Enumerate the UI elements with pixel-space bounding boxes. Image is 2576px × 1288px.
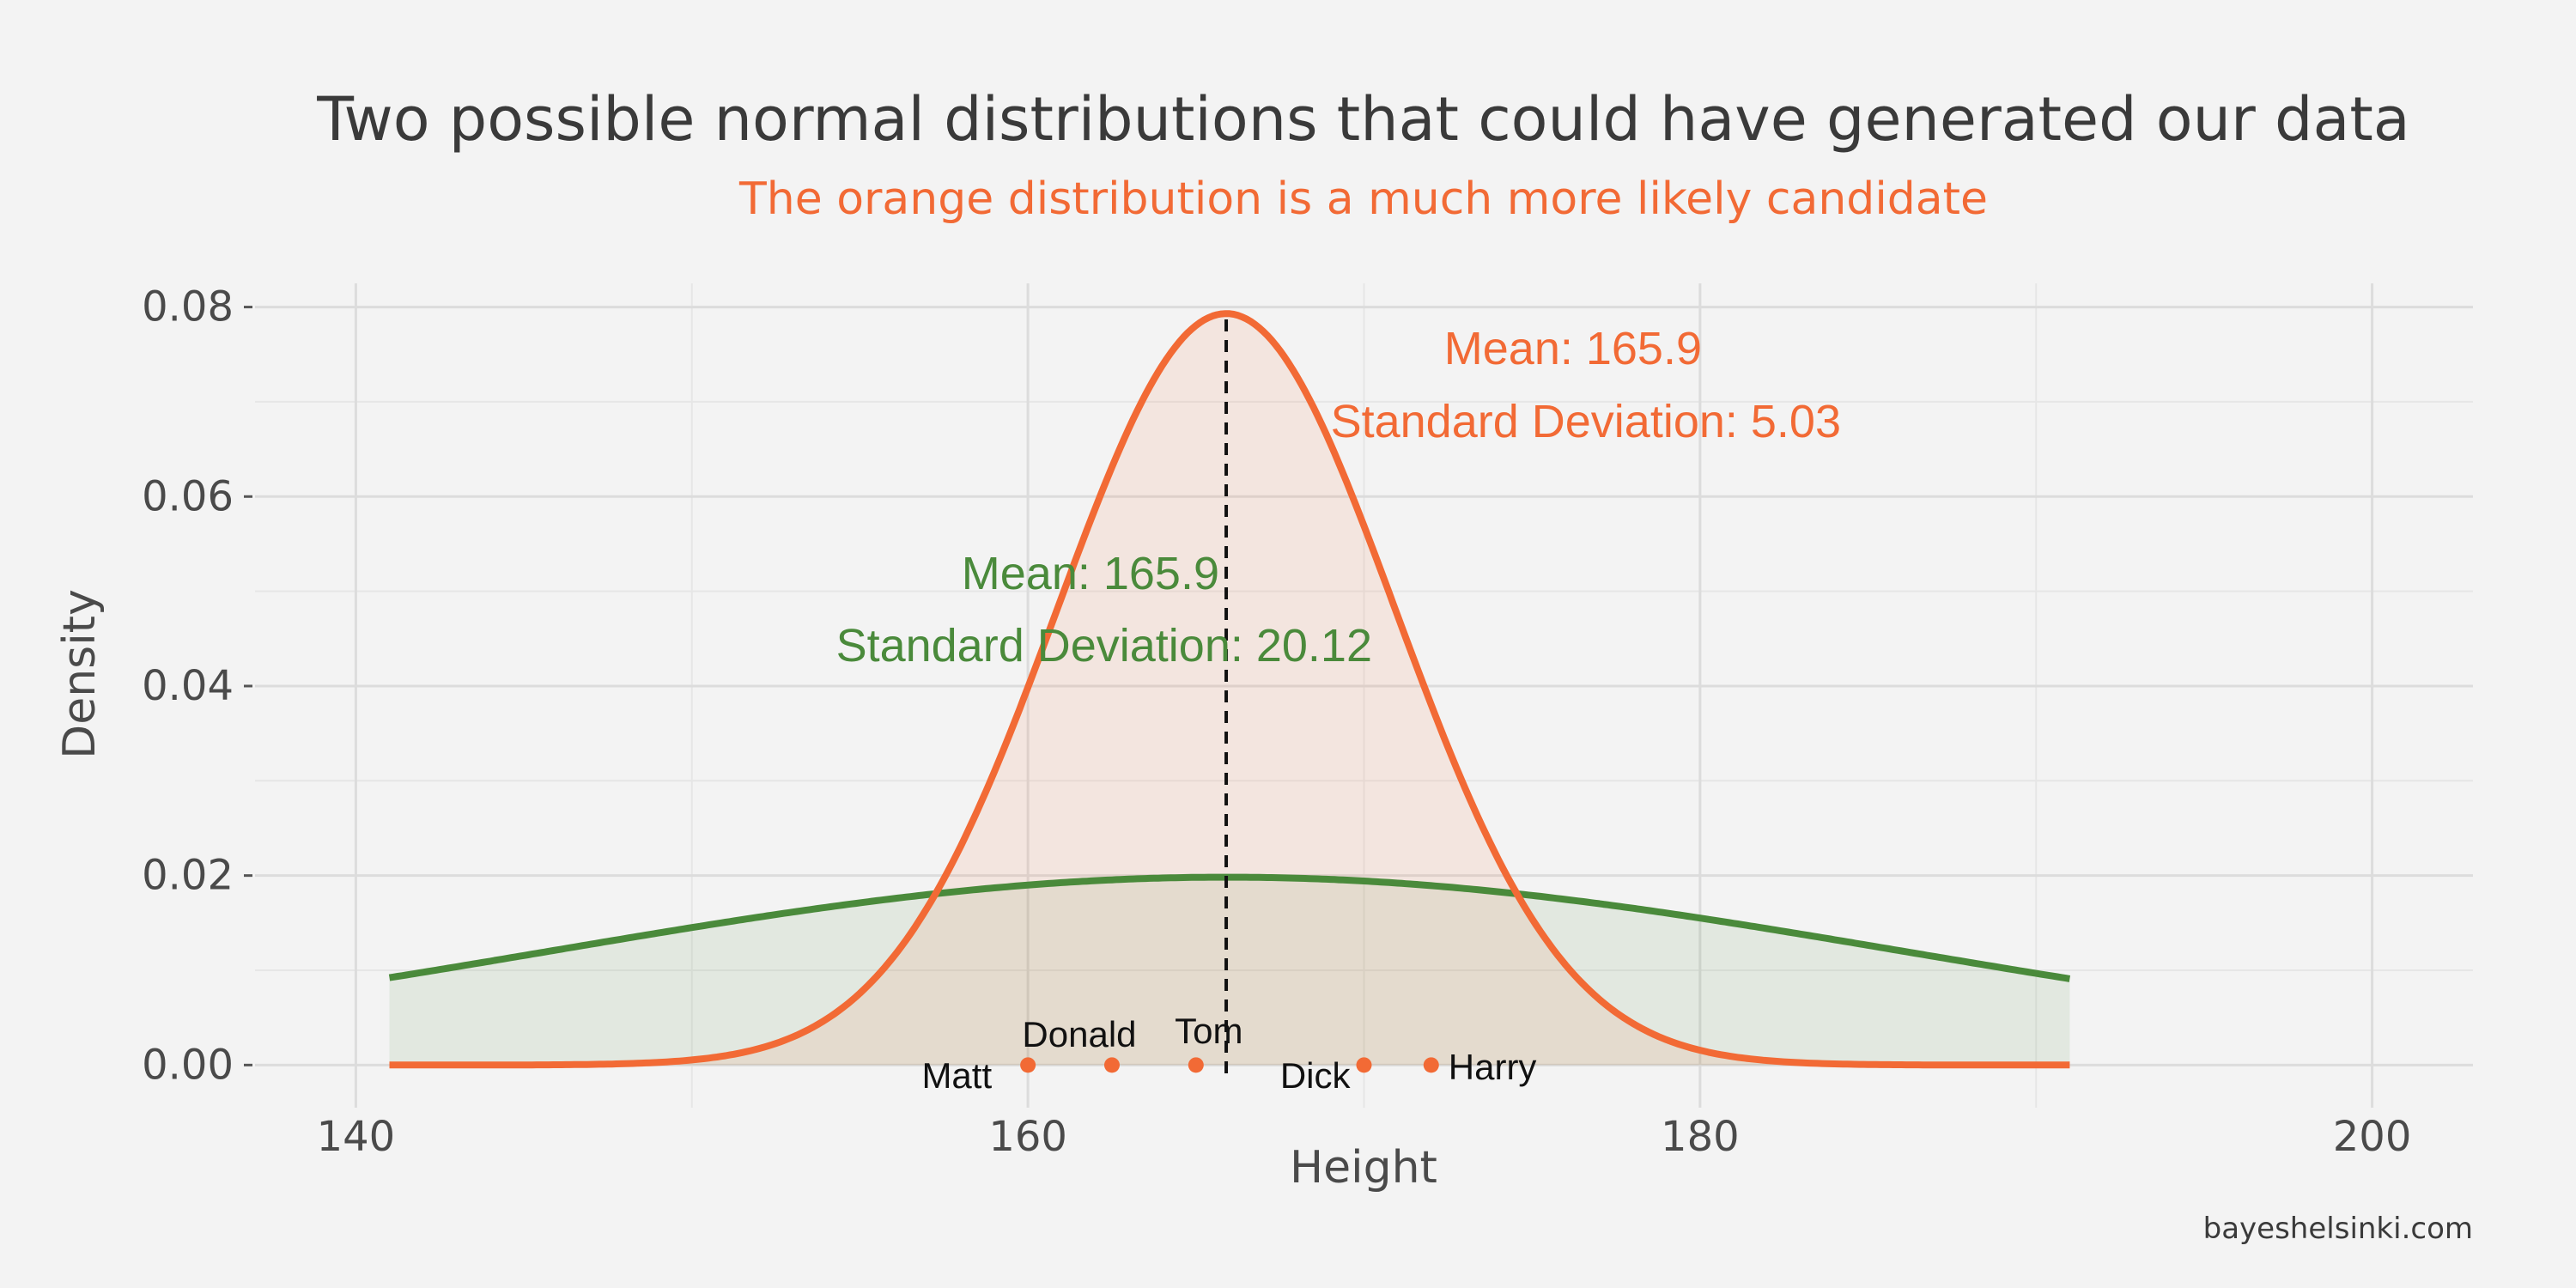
axes: 140 160 180 200 0.00 0.02 0.04 0.06 0.08 xyxy=(142,283,2411,1162)
density-areas xyxy=(389,313,2070,1066)
x-axis-title: Height xyxy=(1290,1142,1437,1194)
density-line-1 xyxy=(389,310,2070,1069)
point-label: Harry xyxy=(1449,1047,1537,1087)
x-tick-label: 200 xyxy=(2333,1113,2412,1161)
annotation-1-1: Standard Deviation: 5.03 xyxy=(1331,396,1841,447)
x-tick-label: 140 xyxy=(317,1113,396,1161)
annotation-0-0: Mean: 165.9 xyxy=(962,548,1219,599)
data-point xyxy=(1020,1057,1036,1073)
y-tick-label: 0.08 xyxy=(142,283,234,331)
data-point xyxy=(1356,1057,1372,1073)
chart-subtitle: The orange distribution is a much more l… xyxy=(738,173,1988,225)
caption: bayeshelsinki.com xyxy=(2203,1212,2473,1246)
annotation-1-0: Mean: 165.9 xyxy=(1444,323,1702,374)
annotation-0-1: Standard Deviation: 20.12 xyxy=(836,620,1372,671)
x-tick-label: 180 xyxy=(1661,1113,1740,1161)
density-area-1 xyxy=(389,313,2070,1066)
data-point xyxy=(1188,1057,1204,1073)
y-tick-label: 0.02 xyxy=(142,852,234,900)
point-label: Tom xyxy=(1175,1011,1242,1051)
x-tick-label: 160 xyxy=(988,1113,1067,1161)
density-area-0 xyxy=(389,877,2070,1066)
y-tick-label: 0.00 xyxy=(142,1041,234,1089)
y-tick-label: 0.04 xyxy=(142,662,234,710)
annotations: Mean: 165.9 Standard Deviation: 20.12 Mean… xyxy=(836,323,1841,671)
point-label: Donald xyxy=(1022,1014,1136,1054)
data-point xyxy=(1103,1057,1120,1073)
density-lines xyxy=(388,310,2071,1069)
density-line-0 xyxy=(388,873,2071,982)
data-point xyxy=(1423,1057,1439,1073)
y-axis-title: Density xyxy=(54,589,106,759)
chart-title: Two possible normal distributions that c… xyxy=(316,84,2409,155)
y-tick-label: 0.06 xyxy=(142,472,234,520)
point-label: Matt xyxy=(921,1055,992,1096)
data-points: Matt Donald Tom Dick Harry xyxy=(921,1011,1536,1096)
point-label: Dick xyxy=(1280,1055,1352,1096)
